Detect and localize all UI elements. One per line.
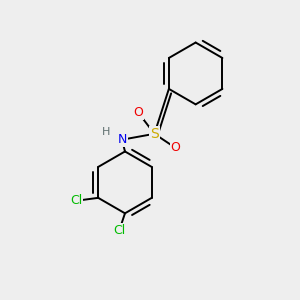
Text: O: O bbox=[133, 106, 143, 119]
Text: O: O bbox=[171, 141, 181, 154]
Text: Cl: Cl bbox=[113, 224, 125, 238]
Text: N: N bbox=[117, 133, 127, 146]
Text: H: H bbox=[102, 127, 110, 137]
Text: Cl: Cl bbox=[70, 194, 82, 207]
Text: S: S bbox=[150, 127, 159, 141]
